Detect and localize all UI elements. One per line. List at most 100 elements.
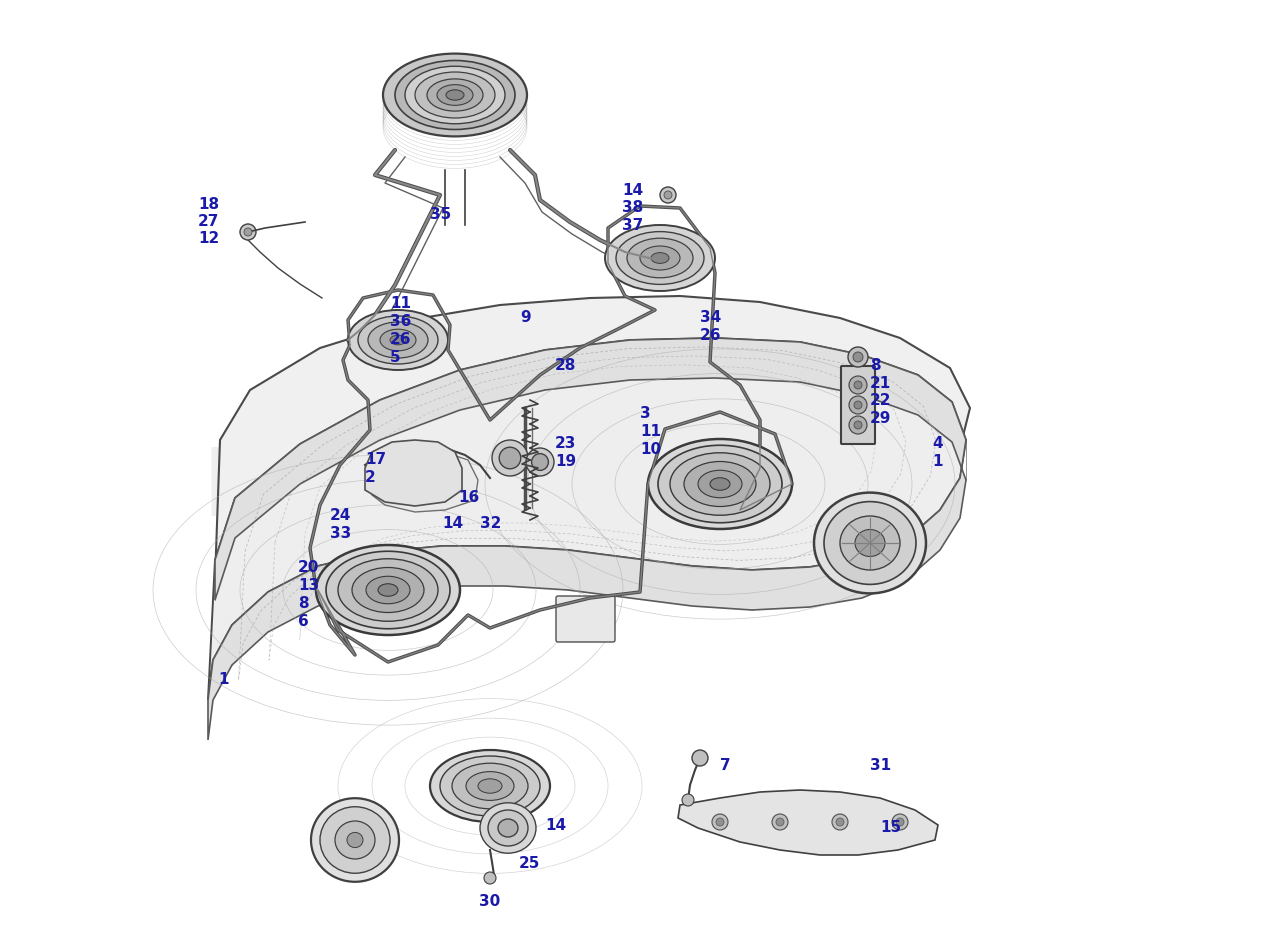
Circle shape bbox=[849, 347, 868, 367]
Ellipse shape bbox=[366, 577, 410, 603]
Circle shape bbox=[852, 352, 863, 362]
Circle shape bbox=[776, 818, 783, 826]
Circle shape bbox=[849, 396, 867, 414]
Text: 2: 2 bbox=[365, 470, 376, 485]
Ellipse shape bbox=[840, 516, 900, 570]
Text: 28: 28 bbox=[556, 358, 576, 373]
Text: 14: 14 bbox=[442, 516, 463, 531]
Text: 16: 16 bbox=[458, 490, 479, 505]
Text: 32: 32 bbox=[480, 516, 502, 531]
Ellipse shape bbox=[616, 232, 704, 285]
Text: 23: 23 bbox=[556, 436, 576, 451]
Circle shape bbox=[854, 381, 861, 389]
Ellipse shape bbox=[498, 819, 518, 837]
Ellipse shape bbox=[396, 60, 515, 130]
Text: 10: 10 bbox=[640, 442, 662, 457]
Circle shape bbox=[664, 191, 672, 199]
Ellipse shape bbox=[390, 336, 406, 345]
Circle shape bbox=[849, 416, 867, 434]
Ellipse shape bbox=[640, 246, 680, 270]
Circle shape bbox=[712, 814, 728, 830]
Text: 21: 21 bbox=[870, 376, 891, 391]
Ellipse shape bbox=[428, 79, 483, 111]
Text: 1: 1 bbox=[218, 672, 229, 687]
FancyBboxPatch shape bbox=[841, 366, 876, 444]
Ellipse shape bbox=[415, 72, 495, 118]
Ellipse shape bbox=[684, 462, 756, 506]
Ellipse shape bbox=[710, 477, 730, 490]
Polygon shape bbox=[207, 338, 966, 700]
Text: 6: 6 bbox=[298, 614, 308, 629]
Ellipse shape bbox=[326, 552, 451, 629]
Circle shape bbox=[832, 814, 849, 830]
Circle shape bbox=[772, 814, 788, 830]
Circle shape bbox=[531, 453, 548, 470]
Circle shape bbox=[241, 224, 256, 240]
Polygon shape bbox=[210, 296, 970, 710]
Text: 24: 24 bbox=[330, 508, 352, 523]
Text: 25: 25 bbox=[518, 856, 540, 871]
Text: 30: 30 bbox=[479, 894, 500, 909]
Circle shape bbox=[244, 228, 252, 236]
Ellipse shape bbox=[335, 821, 375, 859]
Ellipse shape bbox=[338, 559, 438, 621]
Ellipse shape bbox=[814, 492, 925, 593]
Ellipse shape bbox=[824, 502, 916, 584]
Circle shape bbox=[892, 814, 908, 830]
Ellipse shape bbox=[383, 54, 527, 136]
Circle shape bbox=[849, 376, 867, 394]
Text: 11: 11 bbox=[640, 424, 660, 439]
Circle shape bbox=[854, 421, 861, 429]
Ellipse shape bbox=[352, 567, 424, 613]
Text: 7: 7 bbox=[719, 758, 731, 773]
Ellipse shape bbox=[452, 763, 529, 808]
Text: 14: 14 bbox=[622, 183, 643, 198]
Text: 5: 5 bbox=[390, 350, 401, 365]
Circle shape bbox=[484, 872, 497, 884]
Ellipse shape bbox=[698, 470, 742, 498]
Text: 37: 37 bbox=[622, 218, 644, 233]
Ellipse shape bbox=[445, 90, 465, 100]
Circle shape bbox=[499, 447, 521, 469]
Text: 31: 31 bbox=[870, 758, 891, 773]
Text: 1: 1 bbox=[932, 454, 942, 469]
Circle shape bbox=[836, 818, 844, 826]
Ellipse shape bbox=[652, 252, 669, 263]
Text: 34: 34 bbox=[700, 310, 721, 325]
Text: 29: 29 bbox=[870, 411, 891, 426]
Text: 8: 8 bbox=[870, 358, 881, 373]
Ellipse shape bbox=[466, 771, 515, 800]
Ellipse shape bbox=[347, 832, 364, 847]
Ellipse shape bbox=[436, 84, 474, 106]
Circle shape bbox=[682, 794, 694, 806]
Text: 9: 9 bbox=[520, 310, 531, 325]
FancyBboxPatch shape bbox=[556, 596, 614, 642]
Text: 35: 35 bbox=[430, 207, 452, 222]
Text: 15: 15 bbox=[881, 820, 901, 835]
Text: 8: 8 bbox=[298, 596, 308, 611]
Text: 17: 17 bbox=[365, 452, 387, 467]
Circle shape bbox=[492, 440, 529, 476]
Ellipse shape bbox=[316, 545, 460, 635]
Ellipse shape bbox=[380, 329, 416, 350]
Circle shape bbox=[716, 818, 724, 826]
Polygon shape bbox=[678, 790, 938, 855]
Text: 36: 36 bbox=[390, 314, 411, 329]
Ellipse shape bbox=[658, 445, 782, 523]
Text: 26: 26 bbox=[390, 332, 411, 347]
Ellipse shape bbox=[477, 779, 502, 794]
Polygon shape bbox=[365, 440, 462, 506]
Ellipse shape bbox=[404, 66, 506, 123]
Circle shape bbox=[692, 750, 708, 766]
Circle shape bbox=[526, 448, 554, 476]
Text: 13: 13 bbox=[298, 578, 319, 593]
Text: 18: 18 bbox=[198, 197, 219, 212]
Text: 11: 11 bbox=[390, 296, 411, 311]
Ellipse shape bbox=[430, 750, 550, 822]
Polygon shape bbox=[372, 450, 477, 512]
Text: 12: 12 bbox=[198, 231, 219, 246]
Ellipse shape bbox=[488, 810, 529, 846]
Circle shape bbox=[854, 401, 861, 409]
Ellipse shape bbox=[480, 803, 536, 853]
Ellipse shape bbox=[855, 529, 884, 556]
